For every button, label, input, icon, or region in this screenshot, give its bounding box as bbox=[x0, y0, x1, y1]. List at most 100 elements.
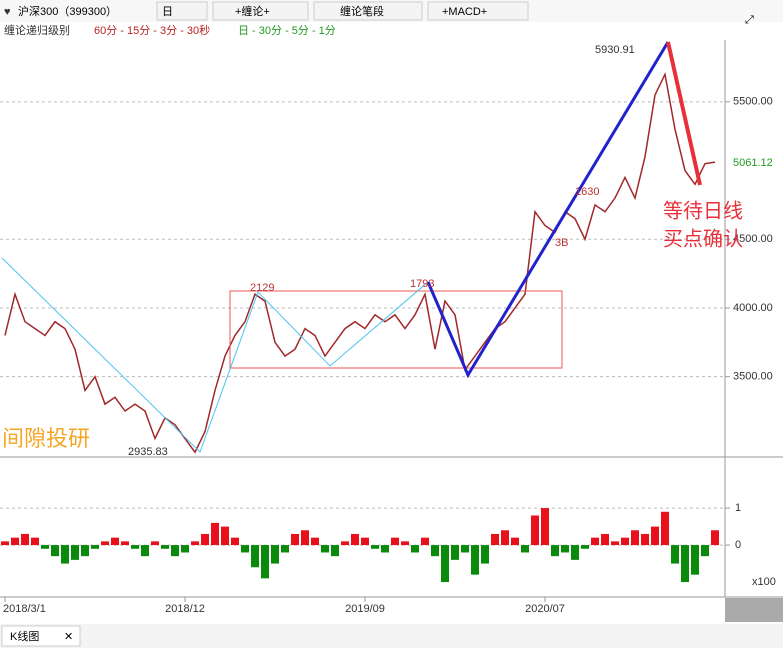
tab-close[interactable]: ✕ bbox=[64, 631, 73, 643]
macd-bar bbox=[571, 545, 579, 560]
tab[interactable] bbox=[1, 625, 81, 647]
chan: +缠论+ bbox=[235, 4, 270, 18]
macd-bar bbox=[141, 545, 149, 557]
annotation: 1793 bbox=[410, 278, 434, 290]
macd-bar bbox=[161, 545, 169, 549]
annotation: 2129 bbox=[250, 282, 274, 294]
macd-bar bbox=[131, 545, 139, 549]
level-label: 缠论递归级别 bbox=[4, 23, 70, 37]
macd-bar bbox=[181, 545, 189, 553]
y-tick-label: 1 bbox=[735, 502, 741, 514]
levels-minute[interactable]: 60分 - 15分 - 3分 - 30秒 bbox=[94, 23, 210, 37]
macd-bar bbox=[311, 537, 319, 546]
scroll-box[interactable] bbox=[725, 598, 783, 622]
macd-bar bbox=[561, 545, 569, 553]
macd-bar bbox=[711, 530, 719, 546]
macd-bar bbox=[71, 545, 79, 560]
x-tick-label: 2020/07 bbox=[525, 603, 565, 615]
macd-bar bbox=[341, 541, 349, 546]
macd-bar bbox=[281, 545, 289, 553]
down-segment bbox=[666, 41, 702, 186]
macd-bar bbox=[501, 530, 509, 546]
watermark: 间隙投研 bbox=[2, 426, 90, 451]
macd-bar bbox=[41, 545, 49, 549]
macd-bar bbox=[201, 533, 209, 546]
macd: +MACD+ bbox=[442, 6, 487, 18]
macd-bar bbox=[411, 545, 419, 553]
macd-bar bbox=[601, 533, 609, 546]
macd-bar bbox=[541, 508, 549, 546]
chan-button[interactable] bbox=[212, 1, 309, 21]
macd-bar bbox=[651, 526, 659, 546]
annotation: 3B bbox=[555, 237, 568, 249]
macd-bar bbox=[81, 545, 89, 557]
macd-bar bbox=[521, 545, 529, 553]
macd-bar bbox=[401, 541, 409, 546]
x-tick-label: 2018/3/1 bbox=[3, 603, 46, 615]
x-tick-label: 2019/09 bbox=[345, 603, 385, 615]
macd-bar bbox=[261, 545, 269, 579]
macd-button[interactable] bbox=[427, 1, 529, 21]
period: 日 bbox=[162, 6, 173, 18]
note: 买点确认 bbox=[663, 227, 743, 250]
macd-bar bbox=[491, 533, 499, 546]
macd-bar bbox=[31, 537, 39, 546]
macd-bar bbox=[121, 541, 129, 546]
period-button[interactable] bbox=[156, 1, 208, 21]
y-tick-label: 0 bbox=[735, 539, 741, 551]
macd-bar bbox=[331, 545, 339, 557]
macd-unit: x100 bbox=[752, 576, 776, 588]
annotation: 1630 bbox=[575, 186, 599, 198]
macd-bar bbox=[471, 545, 479, 575]
macd-bar bbox=[231, 537, 239, 546]
macd-bar bbox=[91, 545, 99, 549]
range-box bbox=[229, 290, 563, 369]
macd-bar bbox=[391, 537, 399, 546]
last-price: 5061.12 bbox=[733, 157, 773, 169]
annotation: 2935.83 bbox=[128, 446, 168, 458]
segment-button[interactable] bbox=[313, 1, 423, 21]
macd-bar bbox=[511, 537, 519, 546]
expand-icon[interactable]: ⤢ bbox=[745, 14, 754, 26]
macd-bar bbox=[21, 533, 29, 546]
x-tick-label: 2018/12 bbox=[165, 603, 205, 615]
macd-bar bbox=[631, 530, 639, 546]
macd-bar bbox=[581, 545, 589, 549]
segment: 缠论笔段 bbox=[340, 4, 384, 18]
macd-bar bbox=[621, 537, 629, 546]
macd-bar bbox=[451, 545, 459, 560]
macd-bar bbox=[51, 545, 59, 557]
macd-bar bbox=[661, 511, 669, 546]
macd-bar bbox=[301, 530, 309, 546]
levels-day[interactable]: 日 - 30分 - 5分 - 1分 bbox=[238, 24, 336, 37]
tab-bar bbox=[0, 624, 783, 648]
note: 等待日线 bbox=[663, 199, 743, 222]
macd-bar bbox=[111, 537, 119, 546]
macd-bar bbox=[421, 537, 429, 546]
macd-bar bbox=[221, 526, 229, 546]
annotation: 5930.91 bbox=[595, 44, 635, 56]
macd-bar bbox=[641, 533, 649, 546]
symbol[interactable]: 沪深300（399300） bbox=[18, 4, 117, 18]
macd-bar bbox=[251, 545, 259, 568]
macd-bar bbox=[531, 515, 539, 546]
macd-bar bbox=[701, 545, 709, 557]
tab-label: K线图 bbox=[10, 629, 39, 643]
macd-bar bbox=[691, 545, 699, 575]
macd-bar bbox=[211, 522, 219, 546]
macd-bar bbox=[351, 533, 359, 546]
macd-bar bbox=[321, 545, 329, 553]
macd-bar bbox=[381, 545, 389, 553]
macd-bar bbox=[291, 533, 299, 546]
macd-bar bbox=[591, 537, 599, 546]
segment-lines bbox=[426, 41, 670, 379]
macd-bar bbox=[551, 545, 559, 557]
y-tick-label: 4000.00 bbox=[733, 302, 773, 314]
macd-bar bbox=[681, 545, 689, 583]
macd-bar bbox=[431, 545, 439, 557]
macd-bar bbox=[61, 545, 69, 564]
macd-bar bbox=[361, 537, 369, 546]
macd-bar bbox=[11, 537, 19, 546]
